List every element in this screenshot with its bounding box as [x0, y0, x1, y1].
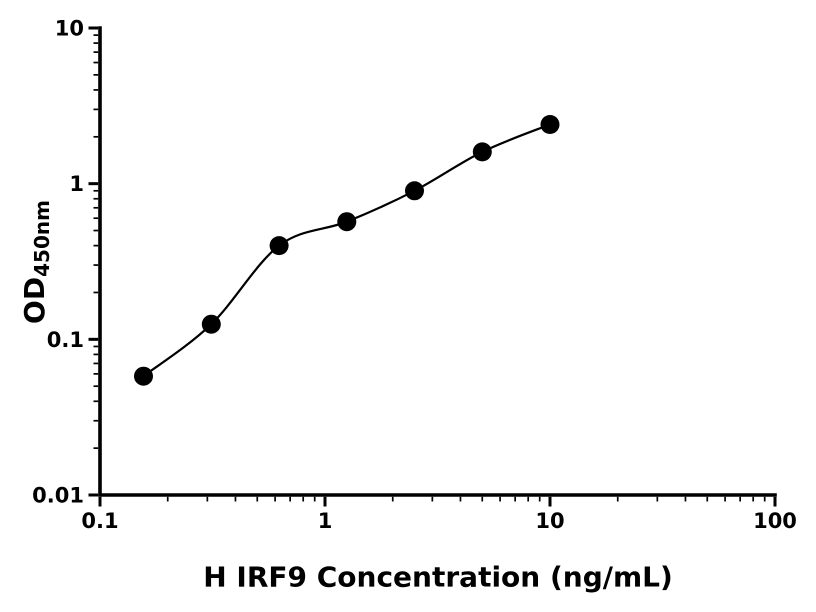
- fit-curve: [142, 123, 551, 378]
- data-point: [134, 366, 153, 386]
- axes: [98, 26, 777, 497]
- x-tick-label: 0.1: [81, 509, 118, 533]
- y-tick-label: 0.1: [47, 328, 84, 352]
- y-axis-title: OD450nm: [18, 200, 54, 324]
- data-point: [337, 212, 357, 232]
- x-tick-label: 1: [318, 509, 333, 533]
- x-tick-label: 100: [753, 509, 797, 533]
- y-tick-label: 1: [69, 172, 84, 196]
- x-tick-label: 10: [535, 509, 564, 533]
- data-point: [269, 236, 289, 256]
- data-point: [540, 115, 560, 134]
- y-tick-label: 0.01: [32, 484, 84, 508]
- data-point: [201, 314, 221, 334]
- y-axis-title-main: OD: [18, 276, 51, 324]
- data-point: [472, 142, 492, 162]
- y-axis-title-subscript: 450nm: [30, 200, 54, 277]
- x-axis-title: H IRF9 Concentration (ng/mL): [203, 560, 673, 594]
- y-tick-label: 10: [55, 17, 84, 41]
- data-point: [405, 181, 424, 201]
